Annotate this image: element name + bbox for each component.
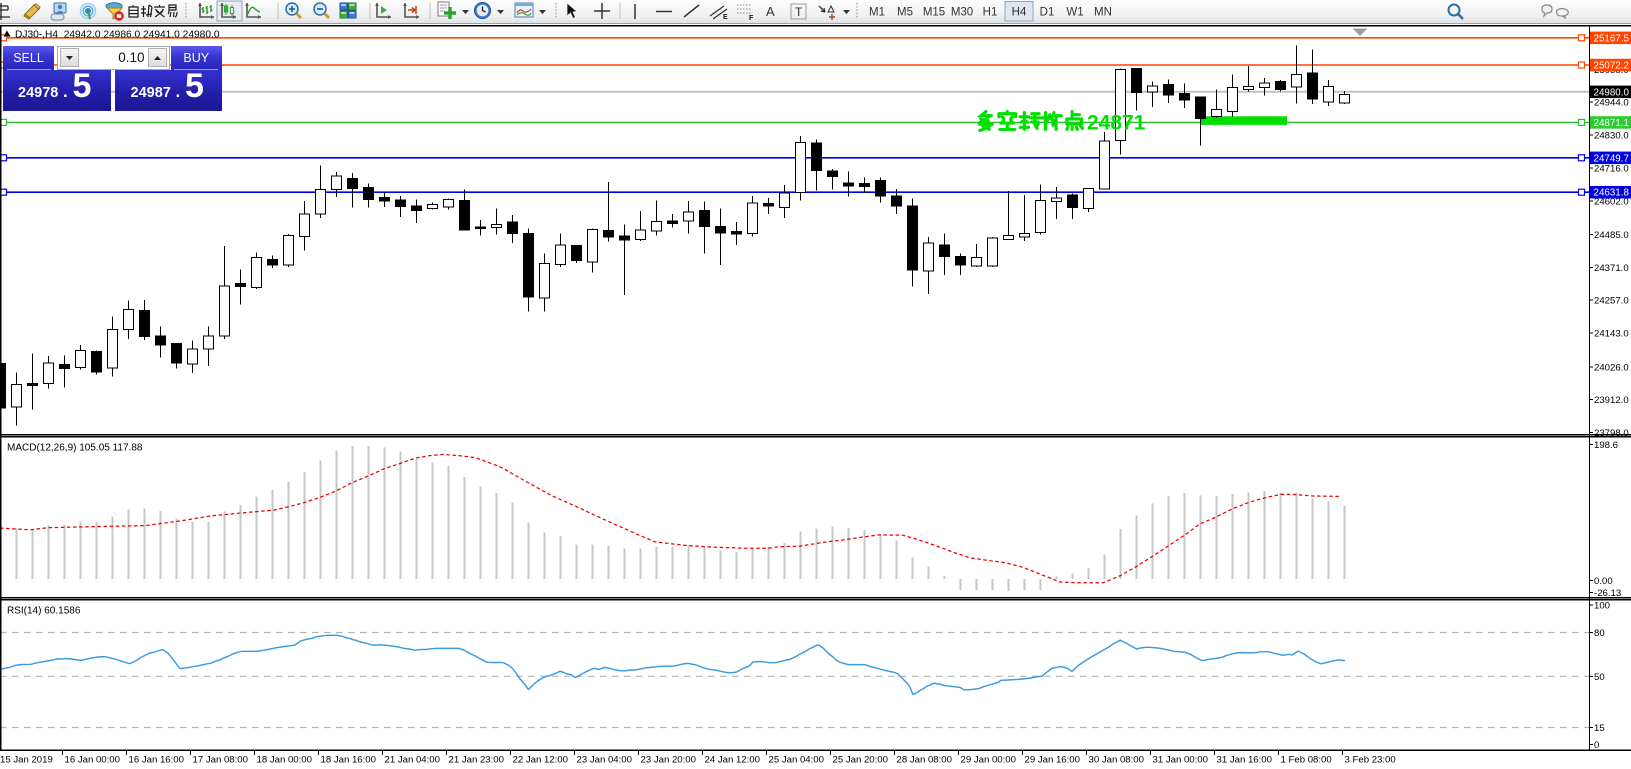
svg-text:D1: D1 — [1040, 7, 1055, 19]
svg-text:24257.0: 24257.0 — [1594, 296, 1629, 307]
svg-text:-26.13: -26.13 — [1594, 588, 1621, 599]
svg-text:25 Jan 20:00: 25 Jan 20:00 — [833, 755, 888, 766]
svg-text:15: 15 — [1594, 723, 1605, 734]
svg-text:DJ30-,H4 24942.0 24986.0 2494: DJ30-,H4 24942.0 24986.0 24941.0 24980.0 — [15, 29, 220, 40]
svg-text:16 Jan 00:00: 16 Jan 00:00 — [65, 755, 120, 766]
svg-text:H1: H1 — [983, 7, 998, 19]
svg-text:E: E — [723, 14, 728, 21]
svg-text:24716.0: 24716.0 — [1594, 163, 1629, 174]
svg-text:29 Jan 00:00: 29 Jan 00:00 — [961, 755, 1016, 766]
svg-text:23798.0: 23798.0 — [1594, 428, 1629, 439]
svg-text:24371.0: 24371.0 — [1594, 263, 1629, 274]
svg-text:16 Jan 16:00: 16 Jan 16:00 — [129, 755, 184, 766]
svg-text:24631.8: 24631.8 — [1594, 188, 1630, 199]
svg-text:29 Jan 16:00: 29 Jan 16:00 — [1025, 755, 1080, 766]
svg-text:21 Jan 04:00: 21 Jan 04:00 — [385, 755, 440, 766]
svg-text:24871: 24871 — [1087, 112, 1146, 135]
svg-text:T: T — [795, 5, 803, 19]
svg-text:MACD(12,26,9) 105.05 117.88: MACD(12,26,9) 105.05 117.88 — [7, 443, 143, 454]
svg-text:M1: M1 — [869, 7, 885, 19]
svg-text:1 Feb 08:00: 1 Feb 08:00 — [1281, 755, 1332, 766]
svg-text:M30: M30 — [951, 7, 973, 19]
svg-text:18 Jan 16:00: 18 Jan 16:00 — [321, 755, 376, 766]
svg-text:M5: M5 — [897, 7, 913, 19]
svg-text:A: A — [766, 4, 775, 19]
svg-text:80: 80 — [1594, 628, 1605, 639]
svg-text:24749.7: 24749.7 — [1594, 153, 1629, 164]
svg-text:24026.0: 24026.0 — [1594, 362, 1629, 373]
svg-text:24830.0: 24830.0 — [1594, 131, 1629, 142]
svg-text:17 Jan 08:00: 17 Jan 08:00 — [193, 755, 248, 766]
svg-text:31 Jan 00:00: 31 Jan 00:00 — [1153, 755, 1208, 766]
svg-text:25072.2: 25072.2 — [1594, 61, 1629, 72]
svg-text:0: 0 — [1594, 740, 1599, 751]
svg-text:21 Jan 23:00: 21 Jan 23:00 — [449, 755, 504, 766]
svg-text:22 Jan 12:00: 22 Jan 12:00 — [513, 755, 568, 766]
svg-text:23 Jan 20:00: 23 Jan 20:00 — [641, 755, 696, 766]
svg-text:25167.5: 25167.5 — [1594, 33, 1630, 44]
svg-text:W1: W1 — [1066, 7, 1083, 19]
svg-text:24485.0: 24485.0 — [1594, 230, 1629, 241]
svg-text:24871.1: 24871.1 — [1594, 118, 1629, 129]
svg-text:100: 100 — [1594, 600, 1610, 611]
svg-text:24602.0: 24602.0 — [1594, 196, 1629, 207]
svg-text:H4: H4 — [1012, 7, 1027, 19]
svg-text:24 Jan 12:00: 24 Jan 12:00 — [705, 755, 760, 766]
svg-text:23912.0: 23912.0 — [1594, 395, 1629, 406]
svg-text:24980.0: 24980.0 — [1594, 87, 1630, 98]
svg-text:23 Jan 04:00: 23 Jan 04:00 — [577, 755, 632, 766]
svg-text:24944.0: 24944.0 — [1594, 98, 1629, 109]
svg-text:15 Jan 2019: 15 Jan 2019 — [0, 755, 53, 766]
svg-text:25 Jan 04:00: 25 Jan 04:00 — [769, 755, 824, 766]
svg-text:28 Jan 08:00: 28 Jan 08:00 — [897, 755, 952, 766]
svg-text:24143.0: 24143.0 — [1594, 329, 1629, 340]
svg-text:18 Jan 00:00: 18 Jan 00:00 — [257, 755, 312, 766]
svg-text:198.6: 198.6 — [1594, 440, 1618, 451]
svg-text:30 Jan 08:00: 30 Jan 08:00 — [1089, 755, 1144, 766]
svg-text:0.00: 0.00 — [1594, 576, 1613, 587]
svg-text:3 Feb 23:00: 3 Feb 23:00 — [1345, 755, 1396, 766]
svg-text:MN: MN — [1094, 7, 1112, 19]
svg-text:M15: M15 — [923, 7, 945, 19]
svg-text:50: 50 — [1594, 672, 1605, 683]
svg-text:31 Jan 16:00: 31 Jan 16:00 — [1217, 755, 1272, 766]
svg-text:RSI(14) 60.1586: RSI(14) 60.1586 — [7, 606, 81, 617]
svg-text:F: F — [749, 15, 754, 22]
